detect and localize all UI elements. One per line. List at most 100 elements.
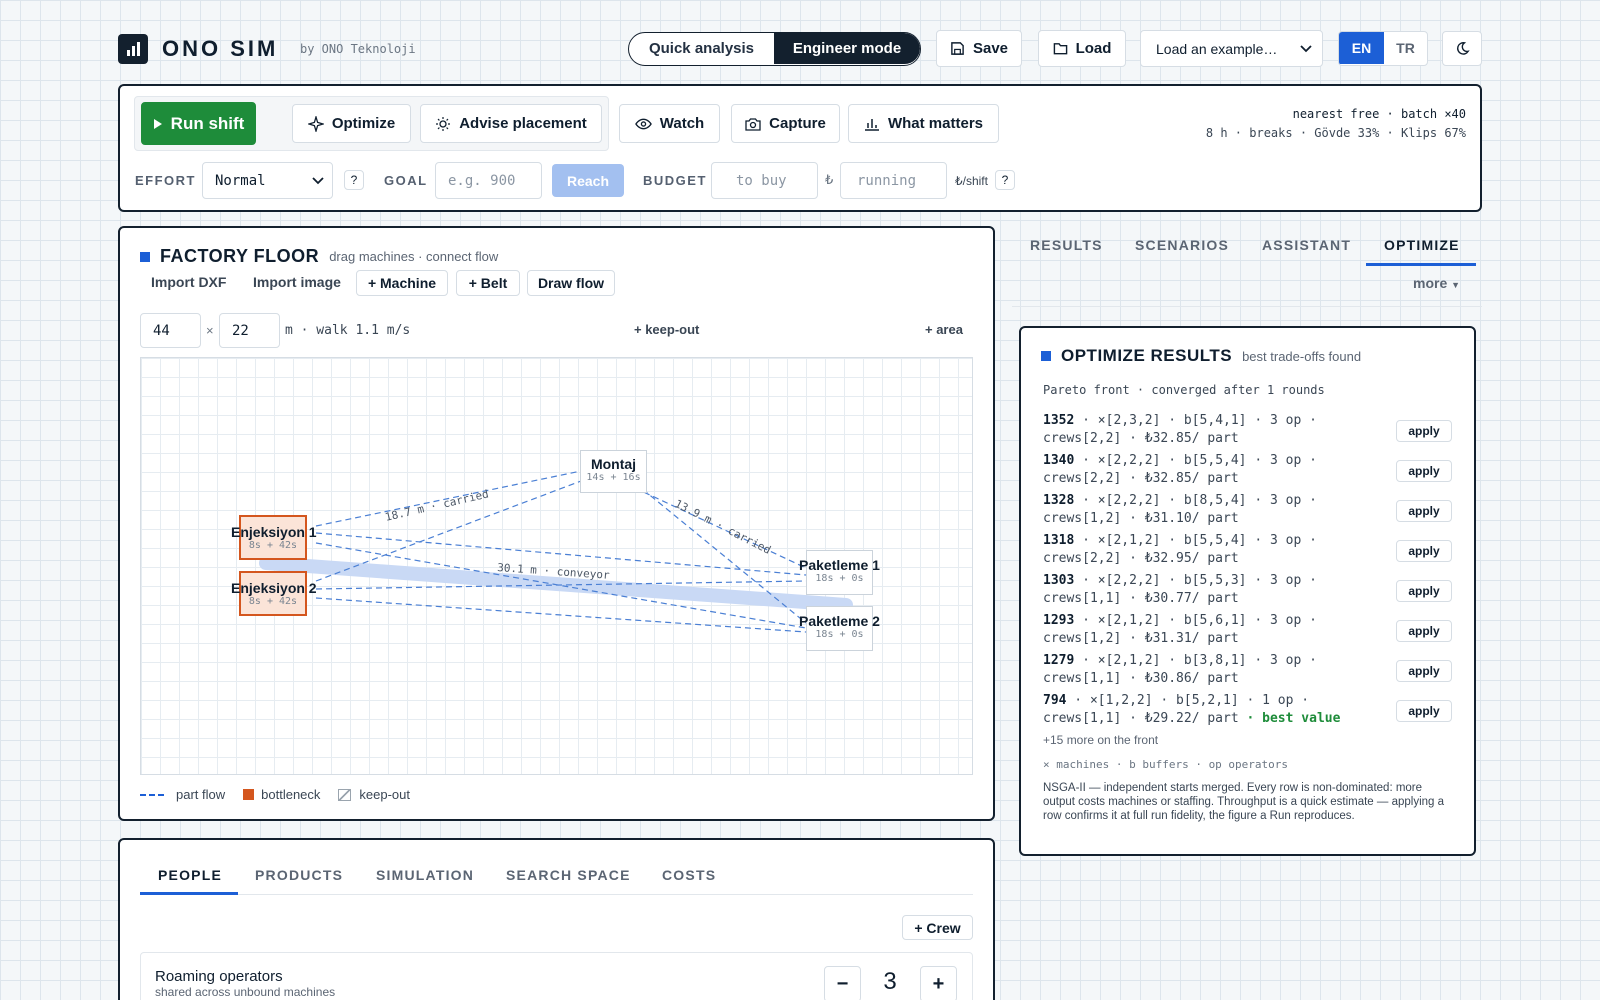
save-button[interactable]: Save xyxy=(936,30,1022,67)
decrement-button[interactable]: − xyxy=(824,966,861,1000)
flow-edge xyxy=(315,480,582,582)
machine-node-enjeksiyon-2[interactable]: Enjeksiyon 2 8s + 42s xyxy=(231,571,317,616)
result-row: 1318 · ×[2,1,2] · b[5,5,4] · 3 op · crews… xyxy=(1043,533,1317,566)
bottleneck-swatch-icon xyxy=(243,789,255,800)
import-dxf-button[interactable]: Import DXF xyxy=(151,274,227,290)
tab-products[interactable]: PRODUCTS xyxy=(255,867,344,883)
theme-toggle-button[interactable] xyxy=(1442,31,1482,66)
tab-optimize[interactable]: OPTIMIZE xyxy=(1384,237,1460,253)
floor-width-input[interactable]: 44 xyxy=(140,313,201,348)
add-crew-button[interactable]: + Crew xyxy=(902,915,973,940)
goal-input[interactable]: e.g. 900 xyxy=(435,162,542,199)
bar-chart-icon xyxy=(864,119,879,131)
add-belt-button[interactable]: + Belt xyxy=(456,270,520,296)
optimize-button[interactable]: Optimize xyxy=(292,104,411,143)
apply-button[interactable]: apply xyxy=(1396,460,1452,482)
flow-edge xyxy=(315,597,807,633)
roaming-subtitle: shared across unbound machines xyxy=(155,985,336,999)
apply-button[interactable]: apply xyxy=(1396,500,1452,522)
machine-node-paketleme-2[interactable]: Paketleme 2 18s + 0s xyxy=(799,606,880,651)
lang-toggle: EN TR xyxy=(1338,31,1428,66)
floor-legend: part flow bottleneck keep-out xyxy=(140,787,410,802)
budget-help-button[interactable]: ? xyxy=(995,170,1015,190)
machine-node-enjeksiyon-1[interactable]: Enjeksiyon 1 8s + 42s xyxy=(231,515,317,560)
effort-label: EFFORT xyxy=(135,173,196,188)
reach-button[interactable]: Reach xyxy=(552,164,624,197)
add-machine-button[interactable]: + Machine xyxy=(356,270,448,296)
moon-icon xyxy=(1456,42,1470,55)
tab-people[interactable]: PEOPLE xyxy=(158,867,222,883)
optimize-note: NSGA-II — independent starts merged. Eve… xyxy=(1043,782,1445,822)
load-button[interactable]: Load xyxy=(1038,30,1126,67)
apply-button[interactable]: apply xyxy=(1396,580,1452,602)
floor-canvas[interactable]: 18.7 m · carried 13.9 m · carried 30.1 m… xyxy=(140,357,973,775)
lang-en-button[interactable]: EN xyxy=(1339,32,1384,64)
legend-part-flow: part flow xyxy=(176,787,226,802)
advise-placement-button[interactable]: Advise placement xyxy=(420,104,602,143)
times-sign: × xyxy=(206,323,214,338)
capture-button[interactable]: Capture xyxy=(731,104,840,143)
example-select[interactable]: Load an example… xyxy=(1140,30,1323,67)
caret-down-icon: ▼ xyxy=(1451,280,1461,290)
apply-button[interactable]: apply xyxy=(1396,420,1452,442)
effort-help-button[interactable]: ? xyxy=(344,170,364,190)
optimize-subtitle: best trade-offs found xyxy=(1242,348,1362,364)
more-tabs-button[interactable]: more ▼ xyxy=(1413,275,1461,291)
run-shift-button[interactable]: Run shift xyxy=(141,102,256,145)
eye-icon xyxy=(634,118,652,129)
edge-label: 18.7 m · carried xyxy=(384,487,490,524)
sun-icon xyxy=(436,116,451,131)
add-area-button[interactable]: + area xyxy=(925,322,963,337)
bottom-tabs-divider xyxy=(140,894,973,895)
tab-costs[interactable]: COSTS xyxy=(662,867,717,883)
walk-speed-label: m · walk 1.1 m/s xyxy=(285,323,411,338)
budget-buy-input[interactable]: to buy xyxy=(711,162,818,199)
tab-simulation[interactable]: SIMULATION xyxy=(376,867,475,883)
status-line-2: 8 h · breaks · Gövde 33% · Klips 67% xyxy=(1205,126,1466,140)
draw-flow-button[interactable]: Draw flow xyxy=(527,270,615,296)
result-row: 1352 · ×[2,3,2] · b[5,4,1] · 3 op · crews… xyxy=(1043,413,1317,446)
apply-button[interactable]: apply xyxy=(1396,700,1452,722)
conveyor-belt xyxy=(259,556,853,612)
camera-icon xyxy=(745,117,761,131)
flow-edge xyxy=(634,487,807,569)
budget-label: BUDGET xyxy=(643,173,707,188)
mode-engineer-button[interactable]: Engineer mode xyxy=(774,33,920,64)
result-row: 794 · ×[1,2,2] · b[5,2,1] · 1 op · crews[… xyxy=(1043,693,1341,726)
apply-button[interactable]: apply xyxy=(1396,660,1452,682)
what-matters-button[interactable]: What matters xyxy=(848,104,999,143)
floor-title: FACTORY FLOOR xyxy=(160,246,320,266)
play-icon xyxy=(153,118,162,129)
per-shift-label: ₺/shift xyxy=(955,174,988,188)
flow-edge xyxy=(634,482,807,624)
tab-search-space[interactable]: SEARCH SPACE xyxy=(506,867,631,883)
watch-button[interactable]: Watch xyxy=(619,104,720,143)
legend-bottleneck: bottleneck xyxy=(261,787,321,802)
add-keep-out-button[interactable]: + keep-out xyxy=(634,322,700,337)
budget-running-input[interactable]: running xyxy=(840,162,947,199)
machine-node-paketleme-1[interactable]: Paketleme 1 18s + 0s xyxy=(799,550,880,595)
tab-results[interactable]: RESULTS xyxy=(1030,237,1103,253)
import-image-button[interactable]: Import image xyxy=(253,274,341,290)
roaming-title: Roaming operators xyxy=(155,968,283,985)
best-value-badge: · best value xyxy=(1238,710,1341,726)
section-marker xyxy=(140,251,150,262)
effort-select[interactable]: Normal xyxy=(202,162,333,199)
mode-quick-button[interactable]: Quick analysis xyxy=(648,40,755,57)
optimize-results-panel: OPTIMIZE RESULTS best trade-offs found P… xyxy=(1019,326,1476,856)
tab-assistant[interactable]: ASSISTANT xyxy=(1262,237,1352,253)
notation-legend: × machines · b buffers · op operators xyxy=(1043,758,1289,771)
tab-scenarios[interactable]: SCENARIOS xyxy=(1135,237,1230,253)
apply-button[interactable]: apply xyxy=(1396,620,1452,642)
save-icon xyxy=(951,42,964,55)
goal-label: GOAL xyxy=(384,173,428,188)
active-tab-indicator xyxy=(140,892,238,895)
apply-button[interactable]: apply xyxy=(1396,540,1452,562)
section-marker xyxy=(1041,351,1051,361)
result-row: 1293 · ×[2,1,2] · b[5,6,1] · 3 op · crews… xyxy=(1043,613,1317,646)
increment-button[interactable]: + xyxy=(920,966,957,1000)
lang-tr-button[interactable]: TR xyxy=(1396,40,1415,56)
floor-height-input[interactable]: 22 xyxy=(219,313,280,348)
bar-chart-icon xyxy=(126,42,140,56)
machine-node-montaj[interactable]: Montaj 14s + 16s xyxy=(580,450,647,493)
